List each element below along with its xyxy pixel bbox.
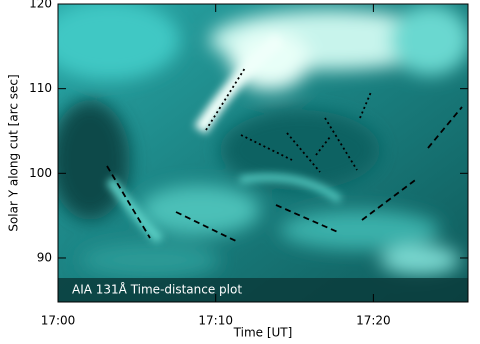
x-tick-label: 17:00 [41, 314, 76, 328]
annotation: AIA 131Å Time-distance plot [72, 282, 242, 297]
y-tick-label: 110 [29, 81, 52, 95]
y-tick-label: 90 [37, 250, 52, 264]
y-axis-label: Solar Y along cut [arc sec] [7, 74, 21, 231]
feature-lines [106, 67, 463, 243]
y-tick-label: 100 [29, 166, 52, 180]
x-tick-label: 17:10 [198, 314, 233, 328]
x-tick-label: 17:20 [356, 314, 391, 328]
x-axis-label: Time [UT] [233, 326, 293, 340]
plot-frame [57, 3, 469, 303]
image [58, 4, 468, 302]
y-tick-label: 120 [29, 0, 52, 11]
